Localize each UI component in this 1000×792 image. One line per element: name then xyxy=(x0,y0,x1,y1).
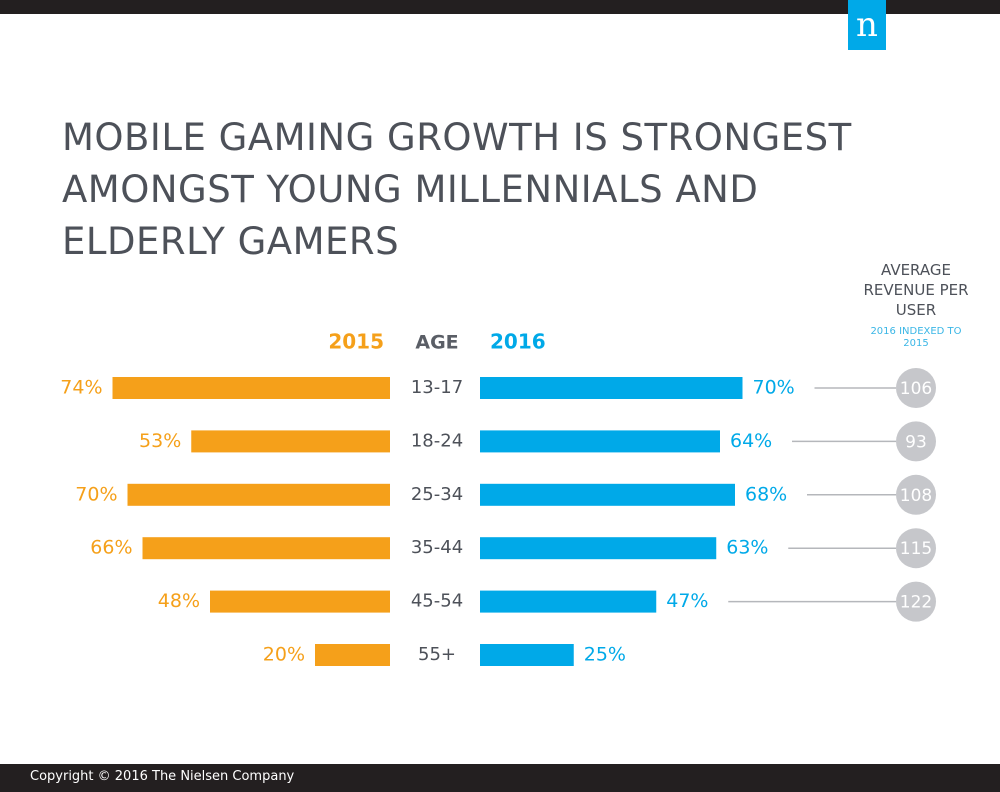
index-label: 106 xyxy=(900,379,932,399)
top-bar xyxy=(0,0,1000,14)
bar xyxy=(480,590,657,613)
index-label: 93 xyxy=(905,432,927,452)
bar xyxy=(142,537,390,560)
value-label: 66% xyxy=(90,537,132,559)
logo: n xyxy=(848,0,886,50)
bar xyxy=(315,644,390,666)
bar xyxy=(210,590,390,613)
bar xyxy=(480,430,720,453)
footer-bar xyxy=(0,764,1000,792)
category-header: AGE xyxy=(415,332,458,354)
category-label: 25-34 xyxy=(411,484,463,505)
index-label: 108 xyxy=(900,486,932,506)
value-label: 25% xyxy=(584,644,626,666)
value-label: 48% xyxy=(158,590,200,612)
series-header: 2016 xyxy=(490,330,546,354)
bar xyxy=(112,377,390,399)
index-title: AVERAGE REVENUE PER USER xyxy=(863,261,969,319)
footer: Copyright © 2016 The Nielsen Company xyxy=(30,769,295,784)
value-label: 70% xyxy=(753,377,795,399)
value-label: 53% xyxy=(139,430,181,452)
index-marker xyxy=(896,528,936,569)
index-marker xyxy=(896,474,936,515)
bar xyxy=(127,483,390,506)
series-header: 2015 xyxy=(328,330,384,354)
value-label: 20% xyxy=(263,644,305,666)
bar xyxy=(191,430,390,453)
bar xyxy=(480,377,743,399)
bar xyxy=(480,537,717,560)
index-marker xyxy=(896,368,936,408)
category-label: 18-24 xyxy=(411,430,463,451)
value-label: 47% xyxy=(666,590,708,612)
index-marker xyxy=(896,421,936,462)
value-label: 70% xyxy=(75,483,117,505)
index-subtitle: 2016 INDEXED TO 2015 xyxy=(870,326,962,349)
value-label: 68% xyxy=(745,483,787,505)
index-label: 122 xyxy=(900,593,932,613)
category-label: 45-54 xyxy=(411,591,463,612)
category-label: 35-44 xyxy=(411,537,463,558)
value-label: 74% xyxy=(60,377,102,399)
bar xyxy=(480,644,574,666)
index-label: 115 xyxy=(900,539,932,559)
value-label: 64% xyxy=(730,430,772,452)
chart-title: MOBILE GAMING GROWTH IS STRONGEST AMONGS… xyxy=(62,116,852,263)
category-label: 13-17 xyxy=(411,377,463,398)
category-label: 55+ xyxy=(418,644,456,665)
bar xyxy=(480,483,735,506)
value-label: 63% xyxy=(726,537,768,559)
index-marker xyxy=(896,581,936,622)
